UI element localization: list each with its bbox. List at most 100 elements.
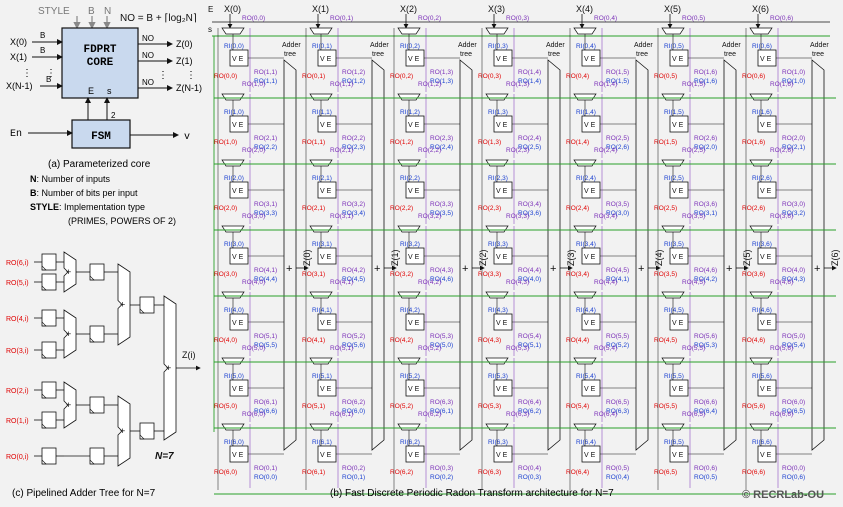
cell-mux <box>221 159 245 167</box>
output-label-z: Z(2) <box>478 250 488 267</box>
core-output-1: Z(1) <box>176 56 193 66</box>
legend-text-2: : Implementation type <box>59 202 145 212</box>
cell-ve-label: V E <box>232 254 244 261</box>
adder-tree-plus: + <box>726 263 732 275</box>
adder-tree-plus: + <box>286 263 292 275</box>
cell-ri-label: RI(6,1) <box>312 439 332 446</box>
cell-ro-next-label: RO(5,4) <box>518 333 541 340</box>
cell-ro-top-label: RO(0,5) <box>682 15 705 22</box>
cell-ve-label: V E <box>320 386 332 393</box>
cell-mux <box>485 93 509 101</box>
cell-ro-next-label: RO(3,6) <box>694 201 717 208</box>
core-caption: (a) Parameterized core <box>48 159 151 170</box>
adder-stage2 <box>117 263 131 346</box>
svg-text:N: Number of inputs: N: Number of inputs <box>30 174 111 184</box>
cell-ro-label: RO(5,4) <box>566 403 589 410</box>
cell-ri-label: RI(4,2) <box>400 307 420 314</box>
cell-ro-next-label: RO(6,0) <box>782 399 805 406</box>
cell-ro-next-label: RO(1,0) <box>782 69 805 76</box>
adder-tree-label: tree <box>812 51 824 58</box>
cell-ro-next-label: RO(3,3) <box>430 201 453 208</box>
cell-ri-label: RI(4,3) <box>488 307 508 314</box>
cell-mux <box>485 27 509 35</box>
cell-ri-label: RI(3,0) <box>224 241 244 248</box>
adder-plus: + <box>66 329 71 339</box>
cell-ve-label: V E <box>760 122 772 129</box>
cell-ve-label: V E <box>496 188 508 195</box>
adder-stage1 <box>63 381 77 429</box>
cell-mux <box>573 225 597 233</box>
cell-ro-label: RO(6,4) <box>566 469 589 476</box>
cell-ro-diag-label: RO(1,0) <box>782 78 805 85</box>
cell-ve-label: V E <box>584 386 596 393</box>
adder-plus: + <box>166 363 171 373</box>
legend-key-2: STYLE <box>30 202 59 212</box>
cell-mux <box>397 357 421 365</box>
legend-key-0: N <box>30 174 37 184</box>
adder-input-label: RO(5,i) <box>6 280 29 287</box>
cell-ro-diag-label: RO(5,6) <box>342 342 365 349</box>
cell-mux <box>309 291 333 299</box>
cell-ro-diag-label: RO(0,2) <box>430 474 453 481</box>
cell-ve-label: V E <box>320 56 332 63</box>
cell-ro-top-label: RO(1,6) <box>770 81 793 88</box>
cell-ri-label: RI(5,2) <box>400 373 420 380</box>
cell-ro-label: RO(6,6) <box>742 469 765 476</box>
cell-mux <box>573 27 597 35</box>
cell-ro-label: RO(3,5) <box>654 271 677 278</box>
cell-mux <box>661 357 685 365</box>
cell-ro-next-label: RO(2,5) <box>606 135 629 142</box>
legend-key-1: B <box>30 188 37 198</box>
cell-ro-label: RO(6,5) <box>654 469 677 476</box>
adder-tree-column <box>811 59 825 451</box>
adder-tree-plus: + <box>814 263 820 275</box>
adder-tree-column <box>371 59 385 451</box>
cell-mux <box>309 423 333 431</box>
cell-mux <box>661 159 685 167</box>
cell-ro-label: RO(1,5) <box>654 139 677 146</box>
cell-ve-label: V E <box>408 320 420 327</box>
cell-ro-top-label: RO(6,6) <box>770 411 793 418</box>
cell-ro-diag-label: RO(4,1) <box>606 276 629 283</box>
cell-ro-label: RO(4,4) <box>566 337 589 344</box>
cell-ro-diag-label: RO(1,3) <box>430 78 453 85</box>
cell-ro-diag-label: RO(2,6) <box>606 144 629 151</box>
adder-input-label: RO(1,i) <box>6 418 29 425</box>
cell-mux <box>221 357 245 365</box>
cell-ro-label: RO(4,6) <box>742 337 765 344</box>
cell-ro-top-label: RO(6,5) <box>682 411 705 418</box>
svg-text:STYLE: Implementation type: STYLE: Implementation type <box>30 202 145 212</box>
cell-ri-label: RI(4,6) <box>752 307 772 314</box>
cell-ve-label: V E <box>760 320 772 327</box>
fdprt-architecture: Es X(0) Adder tree Z(0) + RO(0,0) RI(0,0) V E RO(… <box>208 4 840 495</box>
cell-ve-label: V E <box>232 320 244 327</box>
cell-ro-label: RO(0,1) <box>302 73 325 80</box>
cell-ro-next-label: RO(4,5) <box>606 267 629 274</box>
cell-ro-next-label: RO(3,4) <box>518 201 541 208</box>
cell-ro-top-label: RO(5,6) <box>770 345 793 352</box>
cell-ro-next-label: RO(0,5) <box>606 465 629 472</box>
cell-ro-next-label: RO(6,4) <box>518 399 541 406</box>
cell-ro-next-label: RO(2,1) <box>254 135 277 142</box>
input-label-x: X(2) <box>400 4 417 14</box>
cell-ri-label: RI(1,2) <box>400 109 420 116</box>
cell-ro-diag-label: RO(4,0) <box>518 276 541 283</box>
svg-text:⋮: ⋮ <box>186 70 196 81</box>
adder-tree-label: tree <box>460 51 472 58</box>
cell-ro-diag-label: RO(1,2) <box>342 78 365 85</box>
input-label-x: X(3) <box>488 4 505 14</box>
cell-ve-label: V E <box>760 56 772 63</box>
output-label-z: Z(0) <box>302 250 312 267</box>
cell-ri-label: RI(0,2) <box>400 43 420 50</box>
cell-mux <box>397 423 421 431</box>
cell-mux <box>485 159 509 167</box>
cell-mux <box>221 423 245 431</box>
cell-ro-label: RO(5,5) <box>654 403 677 410</box>
cell-ri-label: RI(4,5) <box>664 307 684 314</box>
cell-ri-label: RI(2,6) <box>752 175 772 182</box>
cell-ro-next-label: RO(2,0) <box>782 135 805 142</box>
cell-ro-diag-label: RO(3,6) <box>518 210 541 217</box>
cell-mux <box>573 291 597 299</box>
adder-input-register <box>41 273 57 291</box>
cell-ro-next-label: RO(6,2) <box>342 399 365 406</box>
